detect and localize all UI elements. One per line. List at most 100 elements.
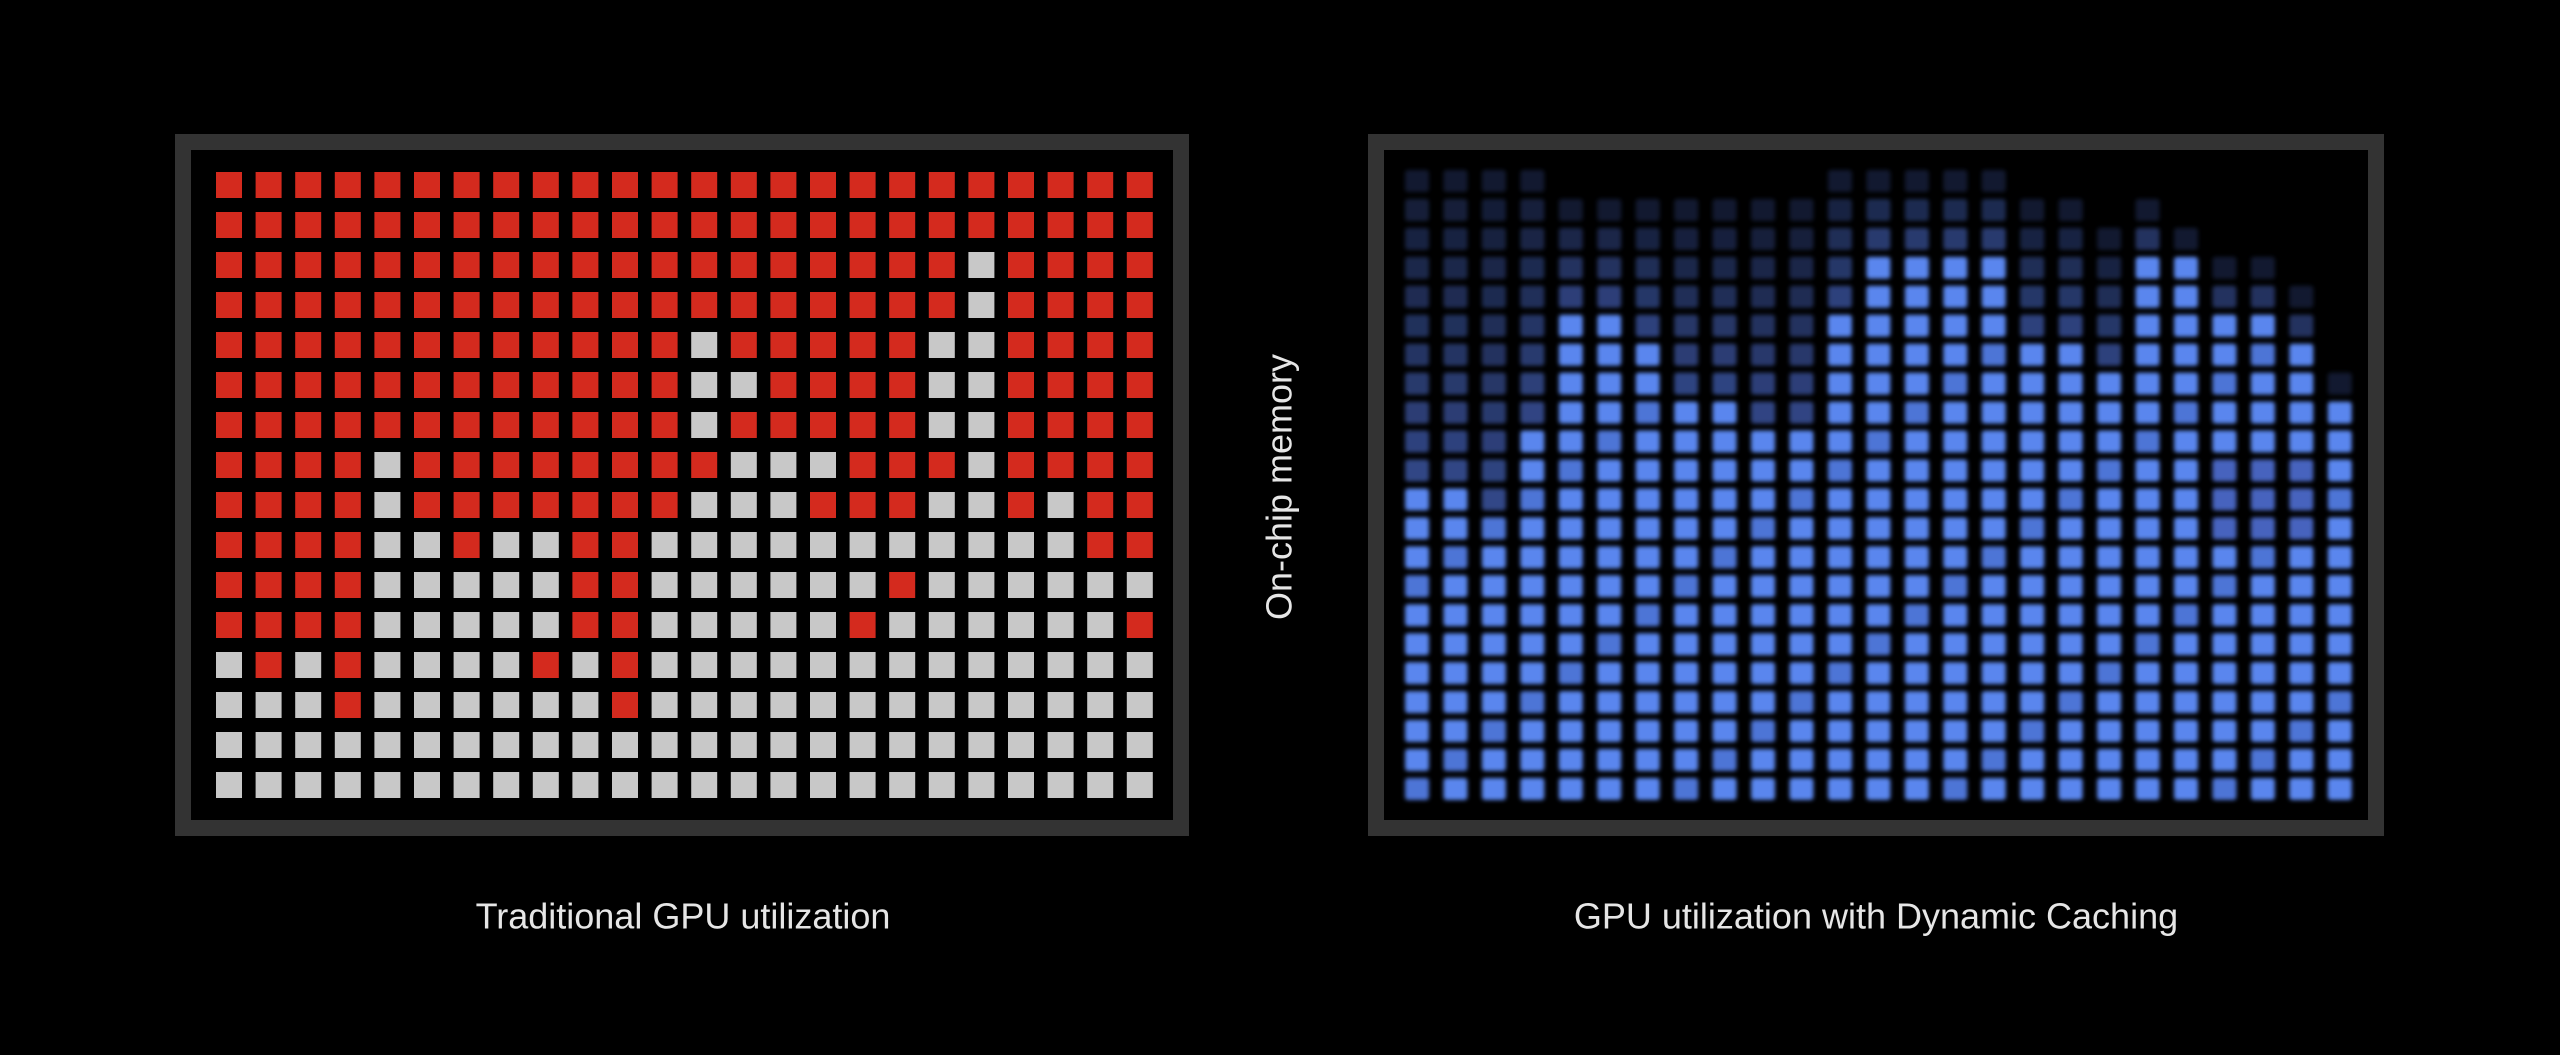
cell — [1789, 488, 1814, 511]
cell — [1789, 198, 1814, 221]
cell — [255, 652, 282, 678]
cell — [1712, 546, 1737, 569]
cell — [1943, 662, 1968, 685]
cell — [1597, 777, 1622, 800]
cell — [1827, 227, 1852, 250]
cell — [1635, 285, 1660, 308]
cell — [1443, 343, 1468, 366]
cell — [1943, 314, 1968, 337]
cell — [1943, 691, 1968, 714]
cell — [532, 492, 559, 518]
cell — [810, 412, 836, 438]
cell — [1943, 488, 1968, 511]
cell — [2174, 575, 2198, 598]
cell — [2135, 633, 2160, 656]
cell — [374, 772, 401, 798]
cell — [334, 572, 361, 598]
cell — [1827, 662, 1852, 685]
cell — [1904, 662, 1929, 685]
cell — [730, 452, 757, 478]
cell — [1712, 517, 1737, 540]
cell — [216, 732, 242, 758]
cell — [2174, 517, 2198, 540]
cell — [1866, 749, 1891, 771]
cell — [1904, 256, 1929, 279]
cell — [1827, 285, 1852, 308]
cell — [1520, 372, 1545, 395]
cell — [1827, 777, 1852, 800]
cell — [651, 452, 678, 478]
cell — [1866, 459, 1891, 482]
cell — [889, 172, 916, 198]
cell — [414, 492, 440, 518]
cell — [2058, 777, 2083, 800]
cell — [2174, 314, 2198, 337]
cell — [730, 212, 757, 238]
cell — [1126, 652, 1153, 678]
cell — [1405, 633, 1429, 656]
cell — [2250, 575, 2275, 598]
cell — [414, 412, 440, 438]
cell — [1520, 459, 1545, 482]
cell — [1866, 314, 1891, 337]
cell — [572, 692, 599, 718]
cell — [2289, 401, 2314, 424]
cell — [849, 492, 876, 518]
cell — [651, 772, 678, 798]
cell — [2327, 546, 2352, 569]
cell — [1751, 372, 1776, 395]
cell — [493, 732, 520, 758]
cell — [255, 252, 282, 278]
cell — [1789, 285, 1814, 308]
cell — [1712, 198, 1737, 221]
cell — [2058, 662, 2083, 685]
cell — [216, 332, 242, 358]
cell — [2289, 633, 2314, 656]
cell — [216, 172, 242, 198]
cell — [1674, 314, 1699, 337]
cell — [2020, 575, 2045, 598]
cell — [374, 532, 401, 558]
cell — [1751, 314, 1776, 337]
cell — [1751, 633, 1776, 656]
cell — [1520, 604, 1545, 627]
cell — [216, 412, 242, 438]
cell — [2250, 662, 2275, 685]
cell — [1751, 546, 1776, 569]
cell — [928, 732, 955, 758]
cell — [2327, 459, 2352, 482]
cell — [2289, 517, 2314, 540]
cell — [414, 252, 440, 278]
cell — [216, 612, 242, 638]
cell — [1047, 532, 1074, 558]
cell — [612, 732, 638, 758]
cell — [2020, 749, 2045, 771]
cell — [1635, 488, 1660, 511]
cell — [2135, 575, 2160, 598]
cell — [1481, 343, 1506, 366]
cell — [1558, 343, 1583, 366]
cell — [928, 492, 955, 518]
cell — [2250, 691, 2275, 714]
cell — [889, 412, 916, 438]
cell — [453, 292, 480, 318]
cell — [1674, 691, 1699, 714]
cell — [1126, 772, 1153, 798]
cell — [2250, 256, 2275, 279]
cell — [1789, 343, 1814, 366]
cell — [1674, 604, 1699, 627]
cell — [2250, 720, 2275, 743]
cell — [651, 332, 678, 358]
cell — [493, 612, 520, 638]
cell — [2020, 546, 2045, 569]
cell — [255, 692, 282, 718]
right-frame — [1368, 134, 2384, 836]
cell — [2058, 314, 2083, 337]
cell — [295, 252, 322, 278]
cell — [1087, 452, 1114, 478]
cell — [889, 532, 916, 558]
cell — [1981, 604, 2006, 627]
cell — [1047, 452, 1074, 478]
cell — [651, 212, 678, 238]
cell — [2020, 720, 2045, 743]
